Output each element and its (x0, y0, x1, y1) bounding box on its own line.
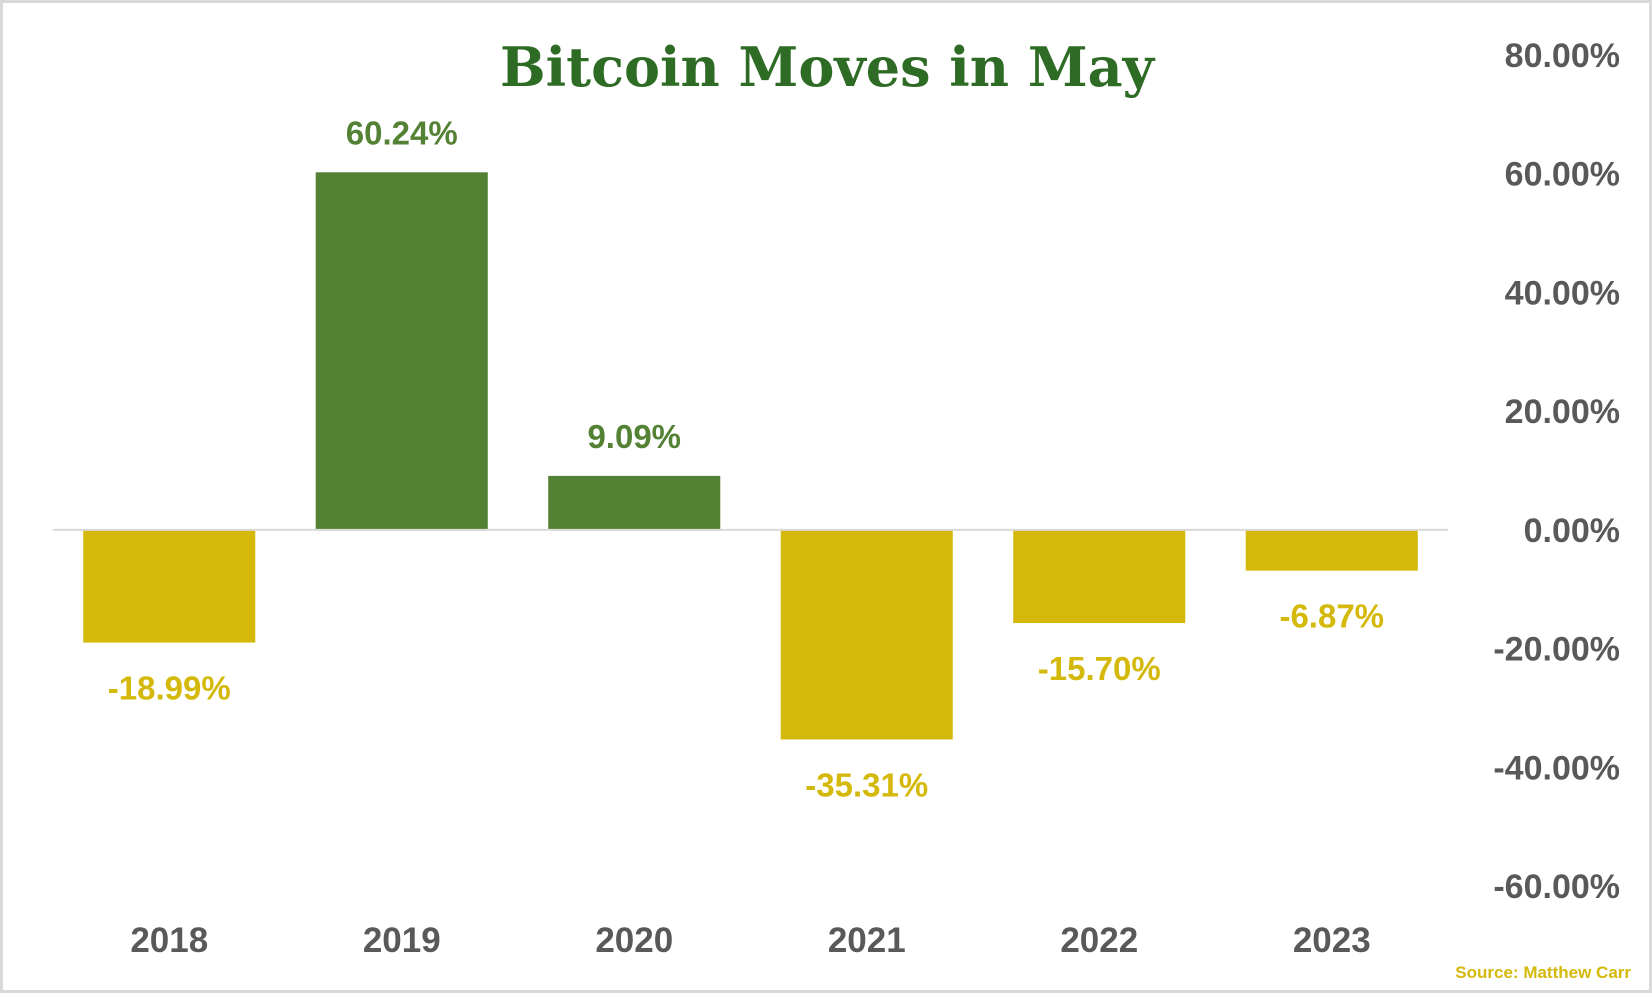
y-tick-label: 20.00% (1505, 393, 1620, 431)
y-tick-label: 60.00% (1505, 156, 1620, 194)
y-axis-ticks: 80.00% 60.00% 40.00% 20.00% 0.00% -20.00% -40.… (1493, 37, 1620, 906)
chart-title: Bitcoin Moves in May (500, 35, 1156, 99)
x-axis-categories: 2018 2019 2020 2021 2022 2023 (130, 921, 1370, 960)
data-label-2022: -15.70% (1038, 650, 1161, 687)
data-label-2021: -35.31% (805, 766, 928, 803)
y-tick-label: -40.00% (1493, 749, 1620, 787)
y-tick-label: 80.00% (1505, 37, 1620, 75)
x-tick-label-2020: 2020 (595, 921, 673, 960)
bar-2018 (83, 529, 256, 643)
x-tick-label-2023: 2023 (1293, 921, 1371, 960)
data-label-2018: -18.99% (108, 670, 231, 707)
x-tick-label-2019: 2019 (363, 921, 441, 960)
x-tick-label-2018: 2018 (130, 921, 208, 960)
x-tick-label-2022: 2022 (1060, 921, 1138, 960)
y-tick-label: 40.00% (1505, 274, 1620, 312)
bar-2019 (315, 172, 488, 530)
y-tick-label: -20.00% (1493, 631, 1620, 669)
bar-2021 (780, 529, 953, 740)
bar-2022 (1013, 529, 1186, 624)
data-label-2023: -6.87% (1279, 598, 1384, 635)
bar-chart: Bitcoin Moves in May -18.99%60.24%9.09%-… (53, 35, 1631, 982)
data-label-2019: 60.24% (346, 114, 458, 151)
data-label-2020: 9.09% (587, 418, 681, 455)
data-labels-group: -18.99% 60.24% 9.09% -35.31% -15.70% -6.87% (108, 114, 1384, 803)
y-tick-label: 0.00% (1524, 512, 1620, 550)
bar-2020 (548, 475, 721, 530)
bars-group (83, 172, 1418, 740)
x-tick-label-2021: 2021 (828, 921, 906, 960)
source-label: Source: Matthew Carr (1455, 963, 1631, 982)
y-tick-label: -60.00% (1493, 868, 1620, 906)
bar-2023 (1245, 529, 1418, 571)
